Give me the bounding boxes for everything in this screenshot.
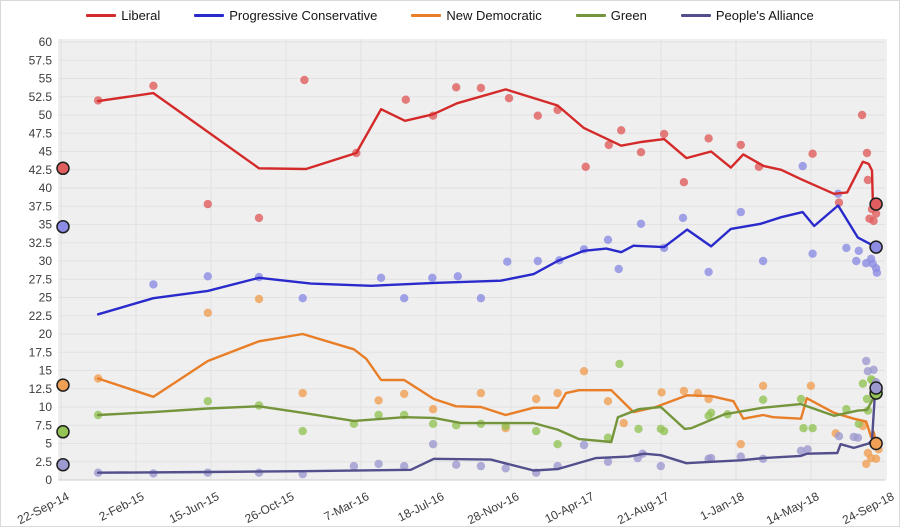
y-tick-label: 10	[39, 400, 53, 414]
legend-swatch-liberal	[86, 14, 117, 17]
legend-label-new-democratic: New Democratic	[446, 8, 542, 23]
election-result-2014-new-democratic	[56, 378, 70, 392]
y-tick-label: 7.5	[35, 418, 52, 432]
legend-item-new-democratic: New Democratic	[411, 8, 542, 23]
trend-line-liberal	[96, 88, 878, 206]
trend-line-peoples-alliance	[96, 386, 878, 474]
x-tick-label: 26-Oct-15	[242, 489, 296, 526]
y-tick-label: 0	[45, 473, 52, 487]
y-tick-label: 17.5	[29, 345, 53, 359]
y-tick-label: 2.5	[35, 455, 52, 469]
y-tick-label: 5	[45, 437, 52, 451]
legend-swatch-peoples-alliance	[680, 14, 711, 17]
y-tick-label: 12.5	[29, 382, 53, 396]
legend-swatch-progressive-conservative	[194, 14, 225, 17]
election-result-2014-green	[56, 425, 70, 439]
y-tick-label: 57.5	[29, 53, 53, 67]
legend-swatch-green	[575, 14, 606, 17]
y-tick-label: 22.5	[29, 309, 53, 323]
election-result-2018-new-democratic	[869, 436, 883, 451]
x-tick-label: 24-Sep-18	[840, 489, 897, 526]
legend-item-peoples-alliance: People's Alliance	[680, 8, 814, 23]
y-tick-label: 50	[39, 108, 53, 122]
trend-line-progressive-conservative	[96, 204, 878, 316]
election-result-2018-peoples-alliance	[869, 381, 883, 395]
election-result-2018-progressive-conservative	[869, 240, 883, 254]
y-tick-label: 42.5	[29, 163, 53, 177]
x-tick-label: 18-Jul-16	[395, 489, 446, 524]
x-tick-label: 10-Apr-17	[542, 489, 596, 526]
x-tick-label: 28-Nov-16	[465, 489, 522, 526]
x-axis-labels: 22-Sep-14 2-Feb-15 15-Jun-15 26-Oct-15 7-Mar…	[15, 489, 897, 526]
legend-swatch-new-democratic	[411, 14, 442, 17]
y-tick-label: 35	[39, 218, 53, 232]
legend-item-liberal: Liberal	[86, 8, 160, 23]
poll-dots-new-democratic	[93, 294, 883, 469]
legend-item-green: Green	[575, 8, 647, 23]
y-tick-label: 45	[39, 145, 53, 159]
y-tick-label: 60	[39, 35, 53, 49]
x-tick-label: 1-Jan-18	[698, 489, 747, 523]
x-tick-label: 15-Jun-15	[167, 489, 222, 526]
x-tick-label: 21-Aug-17	[615, 489, 672, 526]
election-result-2014-peoples-alliance	[56, 457, 70, 472]
x-tick-label: 7-Mar-16	[322, 489, 372, 524]
y-axis-labels: 02.557.51012.51517.52022.52527.53032.535…	[29, 35, 53, 487]
legend-label-progressive-conservative: Progressive Conservative	[229, 8, 378, 23]
y-tick-label: 20	[39, 327, 53, 341]
y-tick-label: 30	[39, 254, 53, 268]
x-tick-label: 22-Sep-14	[15, 489, 72, 526]
x-tick-label: 14-May-18	[764, 489, 822, 526]
y-tick-label: 25	[39, 291, 53, 305]
y-tick-label: 37.5	[29, 199, 53, 213]
election-result-2014-liberal	[56, 161, 70, 176]
legend-label-peoples-alliance: People's Alliance	[715, 8, 814, 23]
y-tick-label: 52.5	[29, 90, 53, 104]
y-tick-label: 27.5	[29, 272, 53, 286]
y-tick-label: 15	[39, 364, 53, 378]
trend-line-new-democratic	[96, 332, 878, 445]
trend-line-green	[96, 391, 878, 444]
legend-label-green: Green	[610, 8, 647, 23]
x-tick-label: 2-Feb-15	[97, 489, 147, 524]
poll-dots-liberal	[93, 75, 881, 226]
y-tick-label: 40	[39, 181, 53, 195]
y-tick-label: 47.5	[29, 126, 53, 140]
election-result-2018-liberal	[869, 197, 883, 211]
chart-legend: Liberal Progressive Conservative New Democ…	[1, 8, 899, 23]
election-result-2014-progressive-conservative	[56, 219, 70, 234]
legend-label-liberal: Liberal	[121, 8, 161, 23]
legend-item-progressive-conservative: Progressive Conservative	[194, 8, 377, 23]
y-tick-label: 32.5	[29, 236, 53, 250]
y-tick-label: 55	[39, 72, 53, 86]
